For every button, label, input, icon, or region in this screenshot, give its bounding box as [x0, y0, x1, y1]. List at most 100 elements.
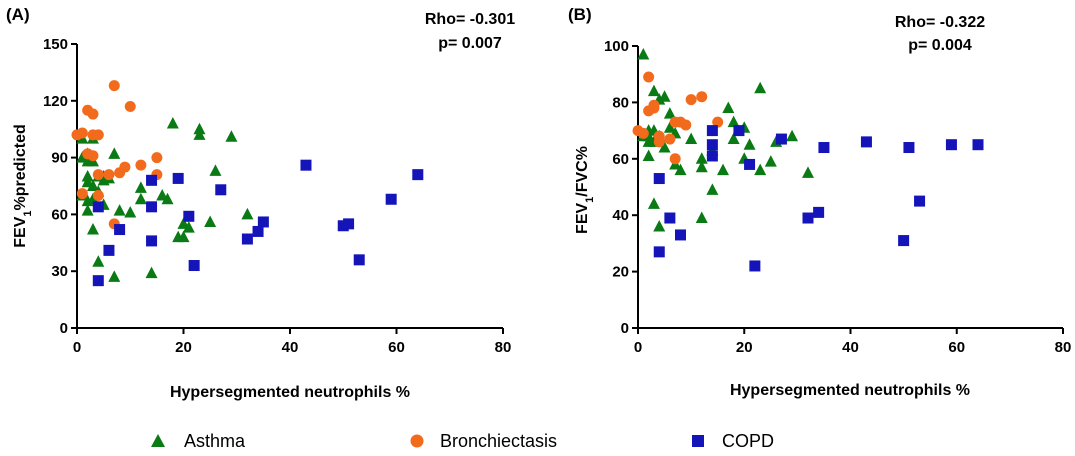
panel-a-point-bronchiectasis	[87, 108, 99, 120]
panel-a-y-tick-label: 60	[51, 206, 68, 223]
panel-a-point-copd	[183, 210, 195, 222]
panel-a-point-asthma	[134, 192, 147, 205]
panel-a-point-copd	[146, 201, 158, 213]
panel-a-point-asthma	[161, 192, 174, 205]
panel-a-point-copd	[146, 174, 158, 186]
legend-asthma-marker	[151, 434, 165, 447]
panel-b-point-bronchiectasis	[648, 102, 660, 114]
panel-b-point-asthma	[663, 121, 676, 133]
legend: Asthma Bronchiectasis COPD	[151, 431, 774, 451]
panel-b-point-asthma	[653, 219, 666, 232]
panel-a-point-bronchiectasis	[124, 100, 136, 112]
panel-a-point-copd	[300, 159, 312, 171]
panel-a-point-copd	[412, 169, 424, 181]
panel-b-point-asthma	[743, 138, 756, 150]
panel-a-point-asthma	[81, 204, 94, 216]
panel-a: (A) Rho= -0.301 p= 0.007 0 30 60 90 120 150 0…	[6, 5, 515, 401]
panel-a-point-bronchiectasis	[76, 127, 88, 139]
panel-a-point-copd	[215, 184, 227, 196]
panel-a-point-asthma	[134, 181, 147, 193]
panel-a-point-bronchiectasis	[108, 80, 120, 92]
panel-b-point-bronchiectasis	[685, 94, 697, 106]
panel-a-point-asthma	[108, 147, 121, 159]
panel-a-point-asthma	[209, 164, 222, 176]
panel-b-point-asthma	[802, 166, 814, 178]
panel-a-point-asthma	[81, 170, 94, 182]
panel-a-p-value: p= 0.007	[438, 35, 502, 52]
panel-b-point-asthma	[647, 197, 660, 209]
panel-b-point-asthma	[658, 141, 671, 153]
panel-b-point-copd	[945, 139, 957, 151]
panel-a-point-copd	[353, 254, 365, 266]
panel-b-point-bronchiectasis	[680, 119, 692, 131]
panel-b-point-copd	[653, 246, 665, 258]
panel-a-point-copd	[188, 260, 200, 272]
panel-b-point-asthma	[674, 163, 687, 176]
panel-b-x-axis-title: Hypersegmented neutrophils %	[730, 382, 970, 399]
legend-item-copd: COPD	[692, 431, 774, 451]
panel-b-point-copd	[860, 136, 872, 148]
panel-a-point-copd	[92, 201, 104, 213]
panel-b-point-copd	[653, 173, 665, 185]
panel-b-point-asthma	[647, 84, 660, 97]
panel-a-point-copd	[385, 193, 397, 205]
panel-b-point-copd	[664, 212, 676, 224]
panel-b-x-tick-label: 80	[1055, 339, 1072, 356]
panel-a-y-ticks: 0 30 60 90 120 150	[43, 36, 77, 337]
panel-a-x-tick-label: 80	[495, 339, 512, 356]
panel-b-point-asthma	[695, 160, 708, 173]
panel-b-point-copd	[706, 139, 718, 151]
panel-b-p-value: p= 0.004	[908, 37, 972, 54]
panel-b-point-asthma	[727, 132, 740, 145]
panel-a-y-tick-label: 120	[43, 93, 68, 110]
panel-b-point-copd	[744, 158, 756, 170]
panel-a-point-copd	[241, 233, 253, 245]
panel-b-point-bronchiectasis	[669, 153, 681, 165]
panel-b-y-tick-label: 100	[604, 38, 629, 55]
panel-a-point-copd	[257, 216, 269, 228]
panel-a-point-bronchiectasis	[92, 129, 104, 141]
panel-b-point-bronchiectasis	[664, 133, 676, 145]
panel-b-point-copd	[972, 139, 984, 151]
panel-b-point-asthma	[706, 183, 719, 195]
panel-a-y-tick-label: 0	[60, 320, 68, 337]
panel-b-y-tick-label: 80	[612, 94, 629, 111]
legend-bronchiectasis-label: Bronchiectasis	[440, 431, 557, 451]
legend-copd-label: COPD	[722, 431, 774, 451]
panel-a-y-tick-label: 150	[43, 36, 68, 53]
panel-a-point-asthma	[145, 266, 158, 279]
legend-copd-marker	[692, 435, 704, 447]
panel-b-x-tick-label: 20	[736, 339, 753, 356]
panel-a-point-copd	[252, 225, 264, 237]
panel-a-point-bronchiectasis	[135, 159, 147, 171]
panel-a-point-asthma	[225, 130, 238, 142]
panel-b-rho: Rho= -0.322	[895, 14, 985, 31]
panel-a-point-asthma	[92, 255, 105, 267]
panel-a-point-bronchiectasis	[92, 189, 104, 201]
panel-b-point-bronchiectasis	[643, 71, 655, 83]
panel-a-point-asthma	[204, 215, 217, 227]
panel-a-point-asthma	[166, 117, 179, 129]
panel-a-label: (A)	[6, 5, 30, 24]
panel-a-points	[71, 80, 424, 287]
panel-b-point-copd	[733, 125, 745, 137]
panel-b-point-asthma	[754, 163, 767, 176]
panel-a-x-tick-label: 60	[388, 339, 405, 356]
panel-b-y-tick-label: 40	[612, 207, 629, 224]
panel-b-point-copd	[802, 212, 814, 224]
panel-a-point-bronchiectasis	[119, 161, 131, 173]
panel-b-point-asthma	[642, 149, 655, 161]
panel-a-y-axis-title: FEV1%predicted	[12, 124, 34, 248]
legend-item-asthma: Asthma	[151, 431, 246, 451]
panel-b-point-asthma	[658, 90, 671, 102]
panel-b-point-bronchiectasis	[696, 91, 708, 103]
panel-b-point-copd	[914, 195, 926, 207]
panel-b-point-asthma	[722, 101, 735, 114]
panel-b-y-tick-label: 0	[621, 320, 629, 337]
panel-b-point-asthma	[786, 129, 799, 142]
panel-a-point-copd	[146, 235, 158, 247]
panel-b-point-copd	[706, 150, 718, 162]
panel-b-y-tick-label: 20	[612, 264, 629, 281]
panel-a-point-copd	[343, 218, 355, 230]
